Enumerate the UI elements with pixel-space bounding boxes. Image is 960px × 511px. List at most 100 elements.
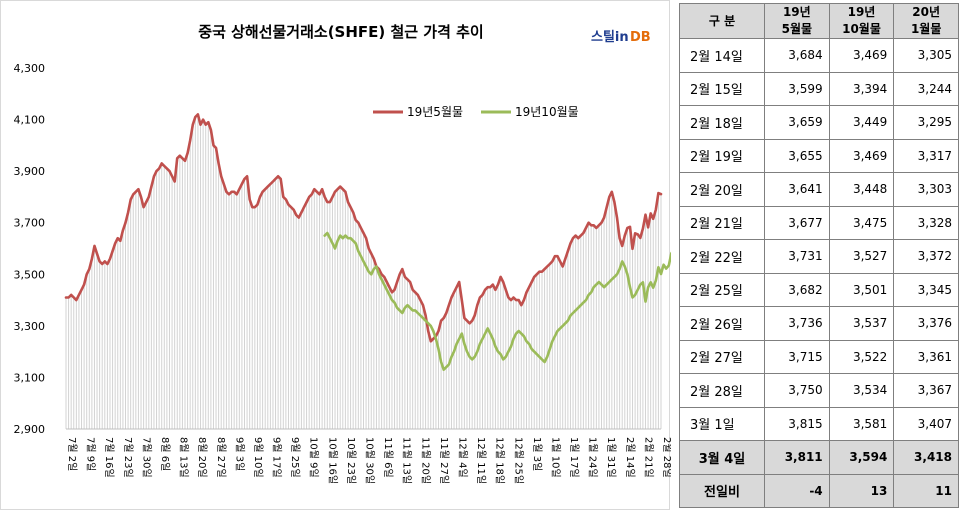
- row-date: 2월 21일: [679, 205, 765, 240]
- row-jan-value: 3,244: [893, 71, 959, 106]
- row-oct-value: 3,448: [828, 172, 895, 207]
- table-row: 2월 20일 3,641 3,448 3,303: [679, 172, 959, 207]
- row-date: 2월 27일: [679, 339, 765, 374]
- chart-panel: 중국 상해선물거래소(SHFE) 철근 가격 추이 스틸in DB 2,900 3…: [0, 0, 671, 510]
- row-jan-value: 3,295: [893, 105, 959, 140]
- latest-oct-value: 3,594: [828, 440, 895, 475]
- chart-title: 중국 상해선물거래소(SHFE) 철근 가격 추이: [198, 23, 483, 41]
- x-tick-label: 8월 13일: [178, 437, 190, 478]
- row-may-value: 3,815: [764, 406, 830, 441]
- table-row: 2월 28일 3,750 3,534 3,367: [679, 373, 959, 408]
- table-row: 2월 15일 3,599 3,394 3,244: [679, 71, 959, 106]
- row-date: 2월 25일: [679, 272, 765, 307]
- change-oct-value: 13: [828, 473, 895, 508]
- row-oct-value: 3,469: [828, 38, 895, 73]
- series-line-1: [323, 231, 671, 372]
- x-tick-label: 11월 27일: [438, 437, 450, 484]
- x-tick-label: 2월 28일: [661, 437, 671, 478]
- row-oct-value: 3,522: [828, 339, 895, 374]
- brand-logo-suffix: DB: [630, 30, 651, 45]
- table-header-row: 구 분 19년 5월물 19년 10월물 20년 1월물: [679, 3, 959, 39]
- table-row: 2월 26일 3,736 3,537 3,376: [679, 306, 959, 341]
- latest-jan-value: 3,418: [893, 440, 959, 475]
- latest-date: 3월 4일: [679, 440, 765, 475]
- x-tick-label: 1월 10일: [549, 437, 561, 478]
- x-tick-label: 12월 11일: [475, 437, 487, 484]
- row-oct-value: 3,501: [828, 272, 895, 307]
- latest-may-value: 3,811: [764, 440, 830, 475]
- x-tick-label: 2월 14일: [624, 437, 636, 478]
- y-tick-label: 3,700: [14, 217, 46, 230]
- brand-logo-text: 스틸in: [591, 30, 629, 45]
- header-may-contract: 19년 5월물: [764, 3, 830, 39]
- x-tick-label: 11월 20일: [419, 437, 431, 484]
- x-tick-label: 1월 3일: [531, 437, 543, 471]
- table-row: 2월 14일 3,684 3,469 3,305: [679, 38, 959, 73]
- row-oct-value: 3,537: [828, 306, 895, 341]
- row-may-value: 3,659: [764, 105, 830, 140]
- row-may-value: 3,641: [764, 172, 830, 207]
- x-tick-label: 10월 9일: [308, 437, 320, 478]
- y-tick-label: 2,900: [14, 423, 46, 436]
- x-tick-label: 7월 9일: [85, 437, 97, 471]
- table-row: 2월 21일 3,677 3,475 3,328: [679, 205, 959, 240]
- x-tick-label: 10월 16일: [326, 437, 338, 484]
- row-jan-value: 3,372: [893, 239, 959, 274]
- x-tick-label: 12월 18일: [494, 437, 506, 484]
- row-jan-value: 3,361: [893, 339, 959, 374]
- row-oct-value: 3,475: [828, 205, 895, 240]
- row-may-value: 3,731: [764, 239, 830, 274]
- row-may-value: 3,715: [764, 339, 830, 374]
- row-jan-value: 3,407: [893, 406, 959, 441]
- header-oct-contract: 19년 10월물: [828, 3, 895, 39]
- row-date: 2월 28일: [679, 373, 765, 408]
- row-jan-value: 3,305: [893, 38, 959, 73]
- change-jan-value: 11: [893, 473, 959, 508]
- y-tick-label: 4,300: [14, 62, 46, 75]
- x-tick-label: 7월 2일: [66, 437, 78, 471]
- row-may-value: 3,655: [764, 138, 830, 173]
- row-date: 2월 19일: [679, 138, 765, 173]
- row-date: 3월 1일: [679, 406, 765, 441]
- x-tick-label: 2월 21일: [642, 437, 654, 478]
- row-date: 2월 20일: [679, 172, 765, 207]
- table-row: 2월 25일 3,682 3,501 3,345: [679, 272, 959, 307]
- x-axis: 7월 2일 7월 9일 7월 16일 7월 23일 7월 30일 8월 6일 8월 13일 8…: [66, 437, 671, 484]
- row-may-value: 3,684: [764, 38, 830, 73]
- table-row: 3월 1일 3,815 3,581 3,407: [679, 406, 959, 441]
- row-date: 2월 18일: [679, 105, 765, 140]
- row-jan-value: 3,367: [893, 373, 959, 408]
- x-tick-label: 7월 23일: [122, 437, 134, 478]
- x-tick-label: 10월 23일: [345, 437, 357, 484]
- header-category: 구 분: [679, 3, 765, 39]
- table-row: 2월 19일 3,655 3,469 3,317: [679, 138, 959, 173]
- x-tick-label: 12월 4일: [456, 437, 468, 478]
- x-tick-label: 1월 24일: [587, 437, 599, 478]
- brand-logo: 스틸in DB: [591, 30, 651, 45]
- x-tick-label: 8월 6일: [159, 437, 171, 471]
- table-row: 2월 22일 3,731 3,527 3,372: [679, 239, 959, 274]
- legend-label: 19년5월물: [407, 105, 463, 119]
- x-tick-label: 9월 17일: [271, 437, 283, 478]
- x-tick-label: 9월 3일: [233, 437, 245, 471]
- header-jan-contract: 20년 1월물: [893, 3, 959, 39]
- x-tick-label: 9월 10일: [252, 437, 264, 478]
- x-tick-label: 11월 6일: [382, 437, 394, 478]
- x-tick-label: 8월 20일: [196, 437, 208, 478]
- table-row-latest: 3월 4일 3,811 3,594 3,418: [679, 440, 959, 475]
- row-jan-value: 3,328: [893, 205, 959, 240]
- x-tick-label: 7월 16일: [103, 437, 115, 478]
- change-may-value: -4: [764, 473, 830, 508]
- row-jan-value: 3,317: [893, 138, 959, 173]
- row-date: 2월 22일: [679, 239, 765, 274]
- y-tick-label: 3,300: [14, 320, 46, 333]
- y-tick-label: 3,100: [14, 371, 46, 384]
- x-tick-label: 8월 27일: [215, 437, 227, 478]
- row-oct-value: 3,469: [828, 138, 895, 173]
- x-tick-label: 7월 30일: [140, 437, 152, 478]
- row-oct-value: 3,581: [828, 406, 895, 441]
- x-tick-label: 11월 13일: [401, 437, 413, 484]
- volume-bars: [65, 114, 662, 429]
- series-line-0: [64, 113, 663, 343]
- row-oct-value: 3,527: [828, 239, 895, 274]
